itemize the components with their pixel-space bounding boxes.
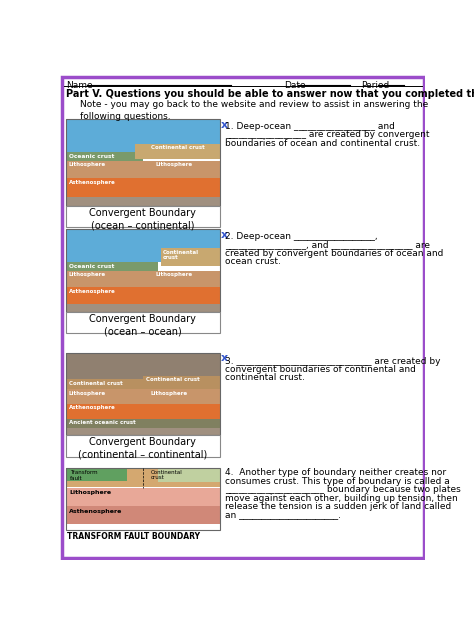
Text: 4.  Another type of boundary neither creates nor: 4. Another type of boundary neither crea…: [225, 468, 447, 477]
Text: convergent boundaries of continental and: convergent boundaries of continental and: [225, 365, 416, 374]
Bar: [66, 230, 220, 262]
Text: Lithosphere: Lithosphere: [69, 491, 111, 496]
Text: 2. Deep-ocean __________________,: 2. Deep-ocean __________________,: [225, 232, 378, 241]
FancyBboxPatch shape: [62, 77, 424, 559]
Text: x: x: [220, 120, 228, 130]
Text: Note - you may go back to the website and review to assist in answering the
foll: Note - you may go back to the website an…: [80, 100, 428, 121]
Text: an ______________________.: an ______________________.: [225, 511, 341, 520]
Bar: [66, 120, 220, 206]
Text: boundaries of ocean and continental crust.: boundaries of ocean and continental crus…: [225, 138, 420, 148]
Bar: [66, 287, 220, 304]
Bar: [66, 270, 220, 287]
Bar: [158, 468, 220, 482]
Text: 1. Deep-ocean __________________ and: 1. Deep-ocean __________________ and: [225, 121, 395, 131]
Text: x: x: [220, 230, 228, 240]
Bar: [66, 353, 220, 379]
Bar: [66, 304, 220, 312]
Bar: [66, 206, 220, 227]
Bar: [66, 404, 220, 418]
Bar: [66, 197, 220, 206]
Bar: [66, 152, 143, 161]
Bar: [161, 248, 220, 265]
Text: Lithosphere: Lithosphere: [155, 272, 192, 277]
Text: ______________________ boundary because two plates: ______________________ boundary because …: [225, 485, 461, 494]
Text: __________________, and __________________ are: __________________, and ________________…: [225, 240, 430, 249]
Bar: [66, 468, 128, 481]
Text: Lithosphere: Lithosphere: [69, 272, 106, 277]
Bar: [66, 161, 220, 178]
Text: Lithosphere: Lithosphere: [155, 162, 192, 167]
Text: Asthenosphere: Asthenosphere: [69, 180, 116, 185]
Text: Convergent Boundary
(ocean – ocean): Convergent Boundary (ocean – ocean): [90, 314, 196, 337]
Text: Asthenosphere: Asthenosphere: [69, 509, 122, 514]
Text: x: x: [220, 353, 228, 364]
Text: Asthenosphere: Asthenosphere: [69, 406, 116, 410]
Bar: [66, 418, 220, 428]
Bar: [66, 262, 158, 270]
Text: TRANSFORM FAULT BOUNDARY: TRANSFORM FAULT BOUNDARY: [67, 532, 201, 541]
Bar: [143, 376, 220, 389]
Text: __________________ are created by convergent: __________________ are created by conver…: [225, 130, 430, 139]
Bar: [66, 488, 220, 506]
Text: continental crust.: continental crust.: [225, 374, 305, 382]
Bar: [66, 468, 220, 487]
Bar: [135, 143, 220, 159]
Text: move against each other, building up tension, then: move against each other, building up ten…: [225, 494, 458, 503]
Bar: [66, 312, 220, 333]
Text: release the tension is a sudden jerk of land called: release the tension is a sudden jerk of …: [225, 502, 451, 511]
Bar: [66, 468, 220, 530]
Bar: [66, 230, 220, 312]
Bar: [66, 120, 220, 152]
Bar: [66, 428, 220, 435]
Text: Continental
crust: Continental crust: [151, 470, 182, 480]
Text: Period: Period: [361, 81, 389, 90]
Text: Transform
fault: Transform fault: [70, 470, 97, 481]
Text: Convergent Boundary
(continental – continental): Convergent Boundary (continental – conti…: [78, 437, 208, 460]
Text: Lithosphere: Lithosphere: [69, 162, 106, 167]
Text: Date: Date: [284, 81, 305, 90]
Text: 3. ______________________________ are created by: 3. ______________________________ are cr…: [225, 357, 441, 365]
Bar: [66, 506, 220, 523]
Text: Lithosphere: Lithosphere: [151, 391, 188, 396]
Text: Oceanic crust: Oceanic crust: [69, 264, 114, 269]
Text: Oceanic crust: Oceanic crust: [69, 154, 114, 159]
Bar: [66, 389, 220, 404]
Text: consumes crust. This type of boundary is called a: consumes crust. This type of boundary is…: [225, 477, 450, 486]
Text: Convergent Boundary
(ocean – continental): Convergent Boundary (ocean – continental…: [90, 208, 196, 230]
Text: Continental crust: Continental crust: [69, 381, 123, 386]
Text: Part V. Questions you should be able to answer now that you completed this webqu: Part V. Questions you should be able to …: [66, 89, 474, 99]
Text: Continental crust: Continental crust: [146, 377, 200, 382]
Bar: [66, 435, 220, 457]
Bar: [66, 379, 143, 389]
Bar: [66, 353, 220, 435]
Text: Continental
crust: Continental crust: [163, 250, 199, 260]
Text: Name: Name: [66, 81, 93, 90]
Text: Continental crust: Continental crust: [151, 145, 204, 150]
Text: Ancient oceanic crust: Ancient oceanic crust: [69, 420, 136, 425]
Bar: [66, 178, 220, 197]
Text: Lithosphere: Lithosphere: [69, 391, 106, 396]
Text: created by convergent boundaries of ocean and: created by convergent boundaries of ocea…: [225, 248, 444, 258]
Text: ocean crust.: ocean crust.: [225, 257, 281, 266]
Text: Asthenosphere: Asthenosphere: [69, 289, 116, 294]
